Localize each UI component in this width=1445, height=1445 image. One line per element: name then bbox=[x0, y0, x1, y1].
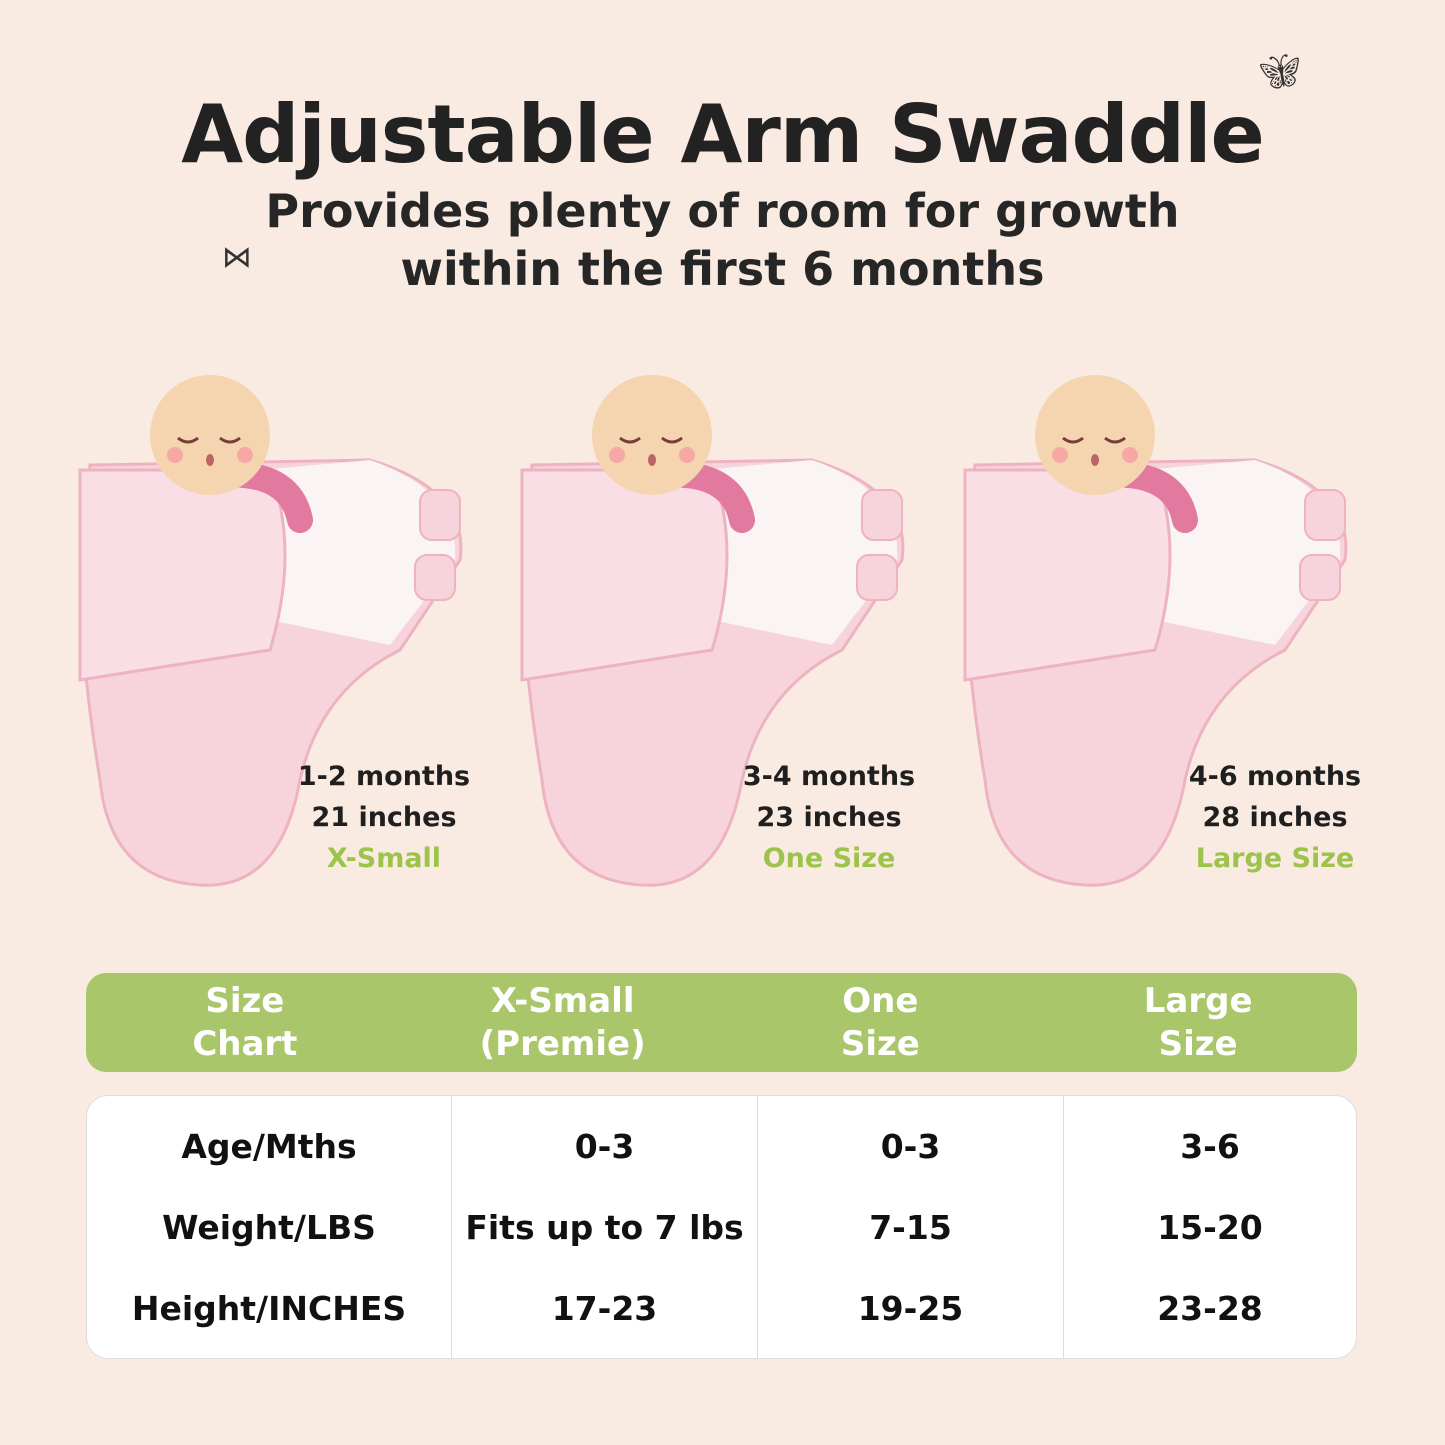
header-cell: Large Size bbox=[1143, 980, 1253, 1064]
tab bbox=[861, 489, 903, 541]
bow-icon: ⋈ bbox=[222, 240, 252, 275]
swaddle-label-large: 4-6 months 28 inches Large Size bbox=[1165, 756, 1385, 879]
table-cell: 0-3 bbox=[880, 1126, 941, 1166]
length-text: 23 inches bbox=[756, 802, 902, 833]
page-title: Adjustable Arm Swaddle bbox=[181, 88, 1265, 181]
table-cell: 3-6 bbox=[1180, 1126, 1240, 1166]
table-cell: 15-20 bbox=[1157, 1207, 1263, 1247]
baby-head bbox=[592, 375, 712, 495]
butterfly-icon: 🦋︎ bbox=[1258, 52, 1302, 92]
row-label: Age/Mths bbox=[181, 1126, 357, 1166]
header-cell: One Size bbox=[840, 980, 920, 1064]
tab bbox=[419, 489, 461, 541]
size-text: Large Size bbox=[1195, 843, 1355, 874]
swaddle-label-one-size: 3-4 months 23 inches One Size bbox=[719, 756, 939, 879]
header-cell: X-Small (Premie) bbox=[479, 980, 646, 1064]
swaddle-wing bbox=[520, 468, 729, 682]
age-text: 1-2 months bbox=[297, 761, 471, 792]
baby-head bbox=[1035, 375, 1155, 495]
subtitle-line-2: within the first 6 months bbox=[400, 242, 1045, 296]
size-text: X-Small bbox=[326, 843, 442, 874]
row-label: Height/INCHES bbox=[131, 1288, 407, 1328]
length-text: 28 inches bbox=[1202, 802, 1348, 833]
age-text: 4-6 months bbox=[1188, 761, 1362, 792]
table-cell: 19-25 bbox=[857, 1288, 964, 1328]
row-labels-column: Age/Mths Weight/LBS Height/INCHES bbox=[87, 1096, 451, 1358]
length-text: 21 inches bbox=[311, 802, 457, 833]
tab bbox=[856, 554, 898, 601]
size-text: One Size bbox=[762, 843, 896, 874]
tab bbox=[1304, 489, 1346, 541]
table-cell: 17-23 bbox=[551, 1288, 658, 1328]
swaddle-illustration-one-size bbox=[512, 360, 932, 900]
large-size-column: 3-6 15-20 23-28 bbox=[1063, 1096, 1356, 1358]
table-cell: 0-3 bbox=[574, 1126, 635, 1166]
swaddle-label-xsmall: 1-2 months 21 inches X-Small bbox=[274, 756, 494, 879]
swaddle-illustration-large bbox=[955, 360, 1375, 900]
table-cell: 7-15 bbox=[869, 1207, 952, 1247]
baby-head bbox=[150, 375, 270, 495]
swaddle-illustration-xsmall bbox=[70, 360, 490, 900]
age-text: 3-4 months bbox=[742, 761, 916, 792]
tab bbox=[414, 554, 456, 601]
swaddle-wing bbox=[78, 468, 287, 682]
table-cell: Fits up to 7 lbs bbox=[465, 1207, 744, 1247]
header-cell: Size Chart bbox=[192, 980, 298, 1064]
size-chart-header: Size Chart X-Small (Premie) One Size Lar… bbox=[86, 973, 1357, 1072]
row-label: Weight/LBS bbox=[162, 1207, 376, 1247]
one-size-column: 0-3 7-15 19-25 bbox=[757, 1096, 1063, 1358]
swaddle-wing bbox=[963, 468, 1172, 682]
table-cell: 23-28 bbox=[1157, 1288, 1263, 1328]
tab bbox=[1299, 554, 1341, 601]
subtitle-line-1: Provides plenty of room for growth bbox=[265, 184, 1180, 238]
size-chart-table: Age/Mths Weight/LBS Height/INCHES 0-3 Fi… bbox=[86, 1095, 1357, 1359]
xsmall-column: 0-3 Fits up to 7 lbs 17-23 bbox=[451, 1096, 757, 1358]
